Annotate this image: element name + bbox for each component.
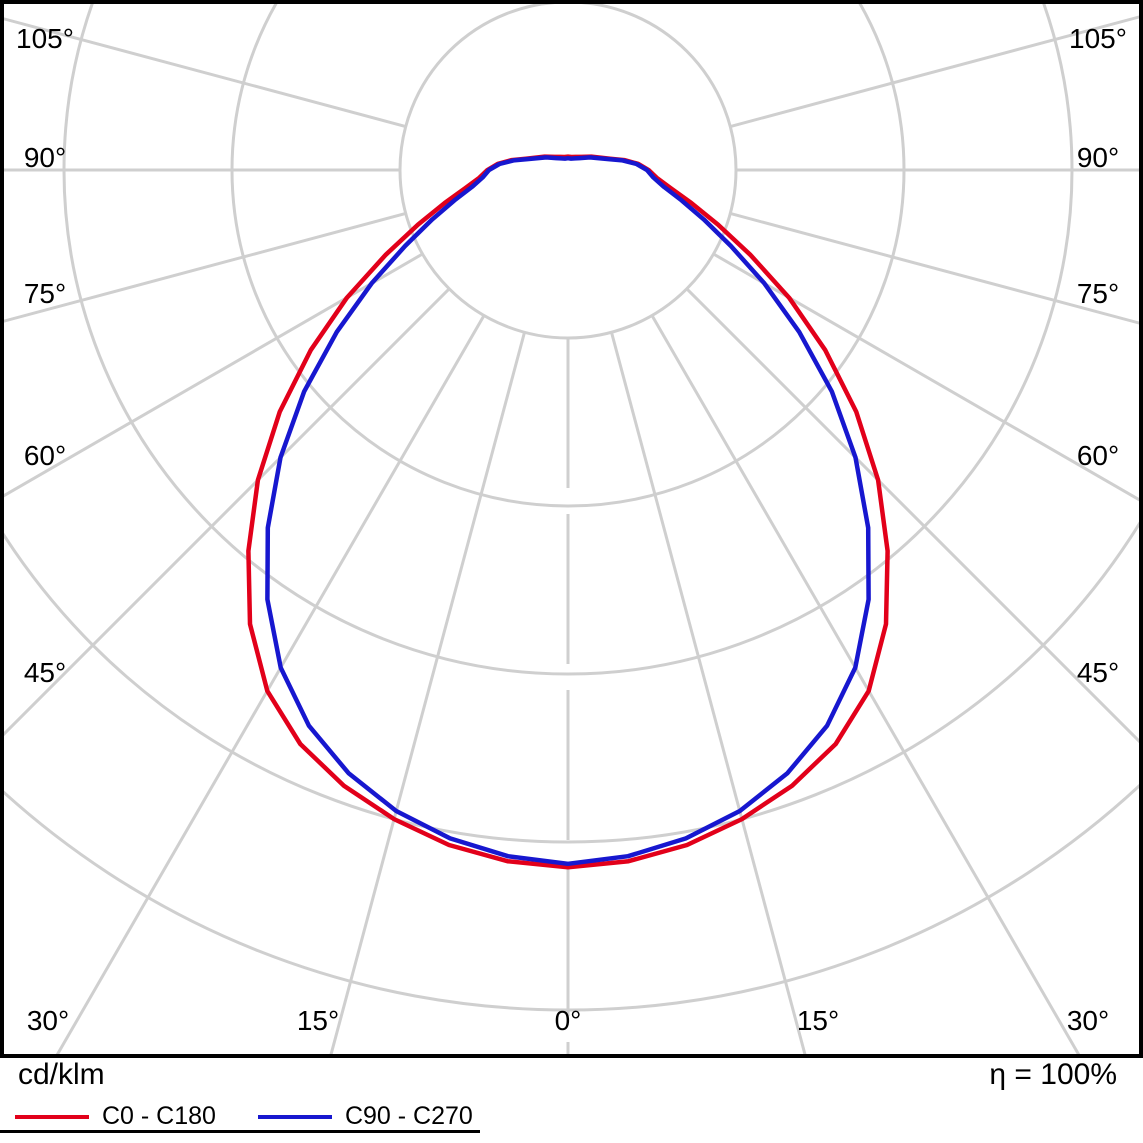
units-label: cd/klm xyxy=(18,1058,105,1091)
legend-item-c0-c180: C0 - C180 xyxy=(15,1102,216,1131)
angle-tick-label: 30° xyxy=(1067,1005,1109,1036)
angle-tick-label: 15° xyxy=(297,1005,339,1036)
efficiency-label: η = 100% xyxy=(989,1058,1117,1091)
angle-tick-label: 75° xyxy=(1077,278,1119,309)
grid-radial-line xyxy=(329,331,526,1054)
grid-radial-line xyxy=(4,212,407,323)
legend-line-blue xyxy=(257,1114,332,1119)
grid-ring xyxy=(4,521,1139,844)
grid-radial-line xyxy=(650,314,1081,1054)
grid-radial-line xyxy=(685,287,1139,744)
grid-radial-line xyxy=(610,331,807,1054)
curve-C90-C270 xyxy=(265,155,871,867)
legend-label: C90 - C270 xyxy=(344,1102,473,1130)
legend-underline xyxy=(0,1130,480,1133)
grid-radial-line xyxy=(712,252,1139,502)
angle-tick-label: 15° xyxy=(797,1005,839,1036)
legend-item-c90-c270: C90 - C270 xyxy=(257,1102,473,1131)
legend-line-red xyxy=(15,1114,89,1119)
grid-radial-line xyxy=(729,212,1139,325)
angle-tick-label: 30° xyxy=(27,1005,69,1036)
plot-border xyxy=(0,0,1143,1058)
angle-tick-label: 45° xyxy=(1077,657,1119,688)
grid-radial-line xyxy=(4,17,407,128)
angle-tick-label: 45° xyxy=(24,657,66,688)
legend: C0 - C180 C90 - C270 xyxy=(0,1102,473,1131)
angle-tick-label: 60° xyxy=(24,440,66,471)
chart-footer: cd/klm η = 100% C0 - C180 C90 - C270 xyxy=(0,1058,1143,1143)
grid-radial-line xyxy=(4,252,424,498)
angle-tick-label: 105° xyxy=(1069,23,1127,54)
grid-radial-line xyxy=(4,287,451,737)
angle-tick-label: 105° xyxy=(16,23,74,54)
grid-radial-line xyxy=(55,314,486,1054)
angle-tick-label: 0° xyxy=(555,1005,582,1036)
angle-tick-label: 90° xyxy=(24,142,66,173)
polar-grid xyxy=(4,4,1139,1054)
angle-tick-label: 90° xyxy=(1077,142,1119,173)
legend-label: C0 - C180 xyxy=(102,1102,216,1130)
angle-tick-label: 60° xyxy=(1077,440,1119,471)
grid-radial-line xyxy=(729,15,1139,128)
polar-chart-svg: 0° 15° 15° 30° 30° 45° 45° 60° 60° 75° 75° 90° 90° 10… xyxy=(0,0,1143,1058)
angle-tick-label: 75° xyxy=(24,278,66,309)
